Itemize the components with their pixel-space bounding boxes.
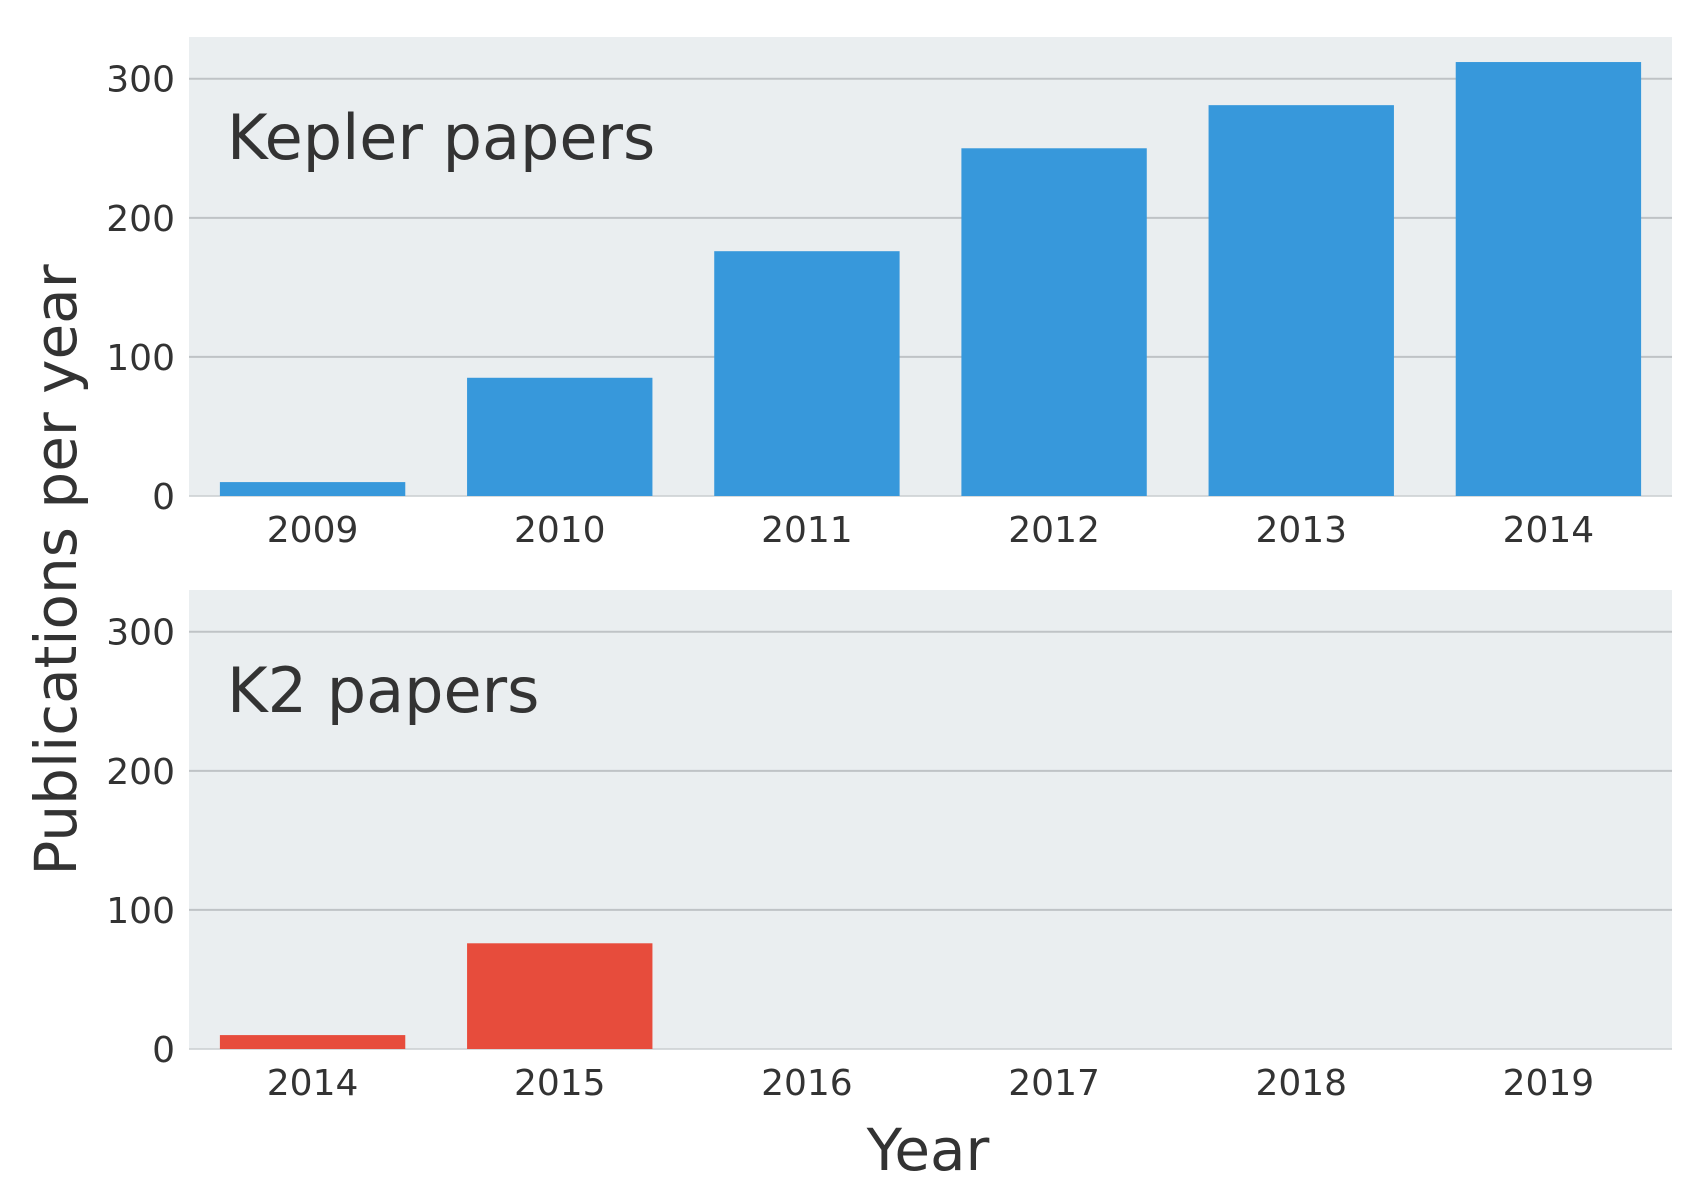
- x-tick-label: 2012: [1008, 510, 1100, 551]
- y-tick-label: 100: [106, 338, 175, 379]
- x-tick-label: 2014: [267, 1063, 359, 1104]
- k2-panel: 0 100 200 300 2014 2015 2016 2017 2018 2019 K2 pap…: [106, 590, 1672, 1104]
- y-tick-label: 300: [106, 613, 175, 654]
- kepler-panel: 0 100 200 300 2009 2010 2011 2012 2013 2014 Kepler…: [106, 37, 1672, 551]
- y-tick-label: 100: [106, 891, 175, 932]
- x-tick-label: 2019: [1503, 1063, 1595, 1104]
- plot-area: [189, 37, 1672, 496]
- x-tick-label: 2016: [761, 1063, 853, 1104]
- y-tick-label: 0: [152, 477, 175, 518]
- x-axis-title: Year: [866, 1116, 990, 1184]
- y-tick-label: 200: [106, 199, 175, 240]
- x-tick-label: 2017: [1008, 1063, 1100, 1104]
- y-tick-label: 200: [106, 752, 175, 793]
- y-tick-label: 300: [106, 60, 175, 101]
- y-tick-label: 0: [152, 1030, 175, 1071]
- bar-2012: [961, 148, 1147, 497]
- bar-2013: [1208, 105, 1394, 497]
- panel-title: K2 papers: [227, 654, 539, 727]
- x-tick-label: 2010: [514, 510, 606, 551]
- y-axis-title: Publications per year: [22, 264, 90, 875]
- plot-area: [189, 590, 1672, 1049]
- x-tick-label: 2009: [267, 510, 359, 551]
- bar-2014: [219, 1035, 406, 1049]
- x-tick-label: 2018: [1255, 1063, 1347, 1104]
- x-tick-label: 2013: [1255, 510, 1347, 551]
- bar-2011: [714, 251, 900, 496]
- panel-title: Kepler papers: [227, 101, 655, 174]
- x-tick-label: 2014: [1503, 510, 1595, 551]
- x-tick-label: 2015: [514, 1063, 606, 1104]
- bar-2014: [1455, 62, 1642, 496]
- bar-2010: [467, 377, 653, 496]
- x-tick-label: 2011: [761, 510, 853, 551]
- bar-2015: [467, 943, 653, 1049]
- bar-2009: [219, 482, 406, 496]
